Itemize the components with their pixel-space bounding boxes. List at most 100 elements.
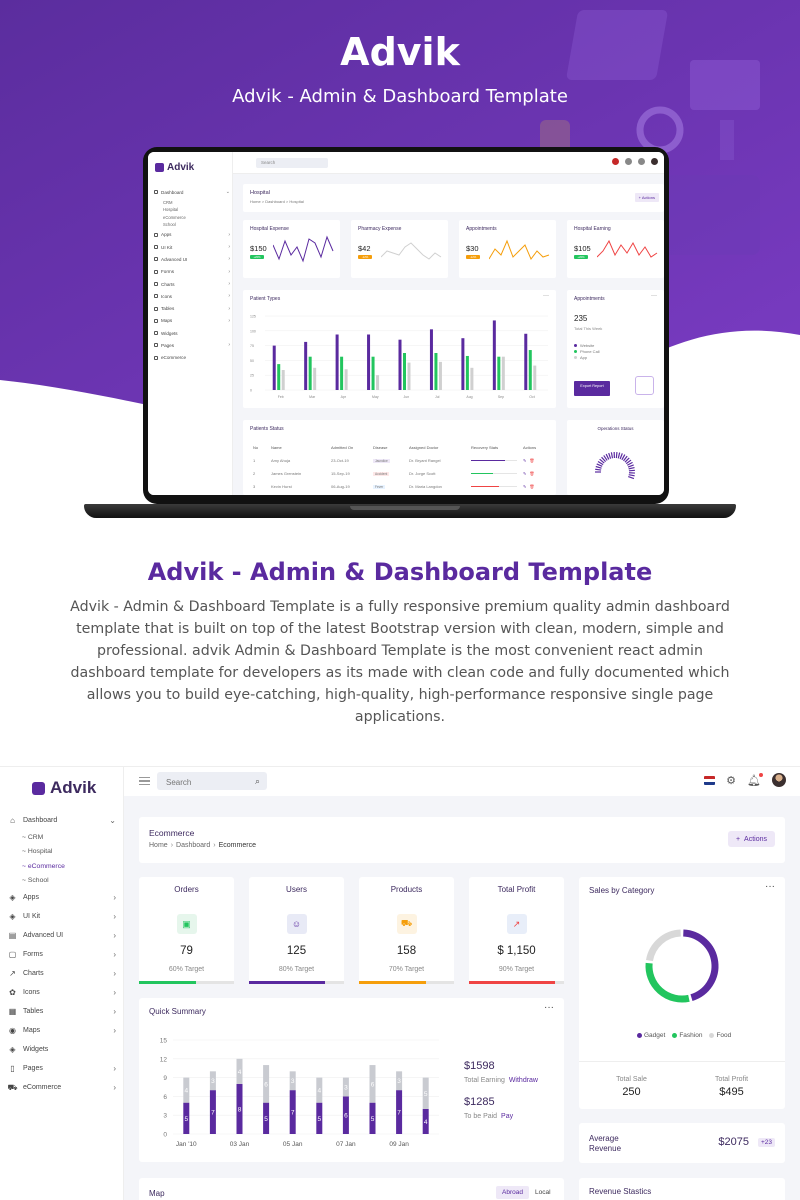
breadcrumb-dashboard[interactable]: Dashboard [176,842,211,849]
stat-title: Products [390,885,423,894]
mock-actions: + Actions [634,193,659,202]
sidebar-item-advanced-ui[interactable]: ▤ Advanced UI › [0,926,124,945]
mock-appointments-legend: Website Phone Call App [574,343,600,361]
settings-gear-icon[interactable]: ⚙ [726,774,737,787]
mock-nav-item: Advanced UI › [154,253,230,265]
sidebar-item-charts[interactable]: ↗ Charts › [0,964,124,983]
search-input[interactable] [157,773,247,792]
mock-xtick: Jul [435,395,440,399]
notification-bell-icon[interactable]: 🔔︎ [747,772,763,787]
chevron-icon: › [113,950,116,959]
breadcrumb-home[interactable]: Home [149,842,168,849]
mock-nav-label: Advanced UI [161,256,188,262]
legend-label: Gadget [644,1032,666,1039]
menu-toggle-icon[interactable] [139,777,150,785]
mock-gauge-tick [605,453,610,460]
sidebar: Advik ⌂ Dashboard ⌄ ~ CRM ~ Hospital ~ eComme… [0,767,124,1200]
mock-table-cell: Fever [373,484,409,489]
mock-bar [304,341,308,390]
sidebar-item-maps[interactable]: ◉ Maps › [0,1021,124,1040]
total-profit-label: Total Profit [714,1076,749,1083]
mock-xtick: Aug [466,395,472,399]
quick-summary-card: Quick Summary ··· 15 12 9 6 3 0 5 4 Jan '10 7 3 8 4 0… [139,998,564,1162]
bar-primary [316,1102,323,1134]
more-options-icon[interactable]: ··· [544,1002,554,1013]
mock-nav-label: Forms [161,269,175,275]
sidebar-subitem[interactable]: ~ eCommerce [22,862,65,870]
sidebar-item-icon: ✿ [9,988,16,997]
mock-nav-item: eCommerce [154,352,230,364]
edit-icon: ✎ [523,471,527,476]
mock-gauge-tick [603,455,608,461]
sidebar-subitem[interactable]: ~ Hospital [22,848,53,856]
search-icon[interactable]: ⌕ [254,776,260,786]
mock-gauge-tick [601,456,607,463]
mock-nav-label: UI Kit [161,244,173,250]
mock-gauge-tick [617,452,621,459]
mock-appointments-legend-label: Phone Call [580,349,600,354]
mock-topbar: Search [233,152,664,174]
mock-nav-item: Maps › [154,315,230,327]
mock-bar [501,356,505,390]
bar-secondary [396,1071,403,1091]
bar-value-label: 3 [344,1085,348,1092]
sidebar-item-icon: ▯ [10,1064,15,1073]
mock-table-cell: Dr. Maria Langdon [409,484,442,489]
sidebar-item-label: Widgets [23,1046,49,1053]
more-options-icon[interactable]: ··· [765,881,775,892]
user-avatar[interactable] [772,773,786,787]
sidebar-item-ecommerce[interactable]: ⛟ eCommerce › [0,1078,124,1097]
bar-value-label: 6 [264,1081,268,1088]
sidebar-item-pages[interactable]: ▯ Pages › [0,1059,124,1078]
mock-table-cell: Dr. Bryant Rangel [409,458,441,463]
sidebar-subitem[interactable]: ~ School [22,877,49,885]
bar-value-label: 5 [184,1116,188,1123]
abroad-toggle[interactable]: Abroad [496,1186,529,1199]
stat-progress-fill [139,981,196,984]
bar-value-label: 5 [317,1116,321,1123]
mock-kpi-card: Hospital Earning $105 +20% [567,220,664,278]
bar-value-label: 7 [397,1110,401,1117]
withdraw-link[interactable]: Withdraw [508,1077,538,1084]
mock-nav-chevron: › [228,293,230,300]
mock-kpi-value: $105 [574,244,591,253]
mock-xtick: Feb [278,395,284,399]
sidebar-subitem[interactable]: ~ CRM [22,833,44,841]
sidebar-item-ui-kit[interactable]: ◈ UI Kit › [0,907,124,926]
bar-value-label: 6 [371,1081,375,1088]
sidebar-item-apps[interactable]: ◈ Apps › [0,888,124,907]
bar-primary [289,1090,296,1134]
language-flag-icon[interactable] [704,775,716,785]
mock-operations-title: Operations Status [597,426,634,431]
mock-bar [340,356,344,390]
sidebar-item-label: Apps [23,894,39,901]
mock-kpi-value: $150 [250,244,267,253]
sidebar-item-tables[interactable]: ▦ Tables › [0,1002,124,1021]
mock-kpi-badge: -12% [358,255,372,259]
bar-value-label: 5 [264,1116,268,1123]
mock-gauge-tick [626,461,633,466]
mock-nav-label: Widgets [161,330,178,336]
mock-bar [403,353,406,390]
laptop-mockup: Advik Dashboard ⌄ CRM Hospital eCommerce Scho… [143,147,669,504]
mock-nav-item: Apps › [154,229,230,241]
mock-gauge-tick [615,452,618,459]
sidebar-item-icons[interactable]: ✿ Icons › [0,983,124,1002]
mock-kpi-sparkline [273,235,334,263]
map-title: Map [149,1189,165,1198]
stat-icon: ☺ [286,914,307,934]
laptop-notch [350,506,460,510]
mock-gauge-tick [625,459,632,465]
brand-logo[interactable]: Advik [32,778,96,798]
mock-bar [492,320,496,390]
mock-row-actions: ✎ 🗑︎ [523,484,543,489]
pay-link[interactable]: Pay [501,1113,514,1120]
mock-table-cell: Kevin Hurst [271,484,292,489]
sidebar-item-icon: ▤ [8,931,17,940]
local-toggle[interactable]: Local [529,1186,557,1199]
sidebar-item-forms[interactable]: ▢ Forms › [0,945,124,964]
sidebar-item-dashboard[interactable]: ⌂ Dashboard ⌄ [0,811,124,830]
actions-button[interactable]: + Actions [727,831,775,847]
mock-kpi-card: Appointments $30 -12% [459,220,556,278]
sidebar-item-widgets[interactable]: ◈ Widgets [0,1040,124,1059]
